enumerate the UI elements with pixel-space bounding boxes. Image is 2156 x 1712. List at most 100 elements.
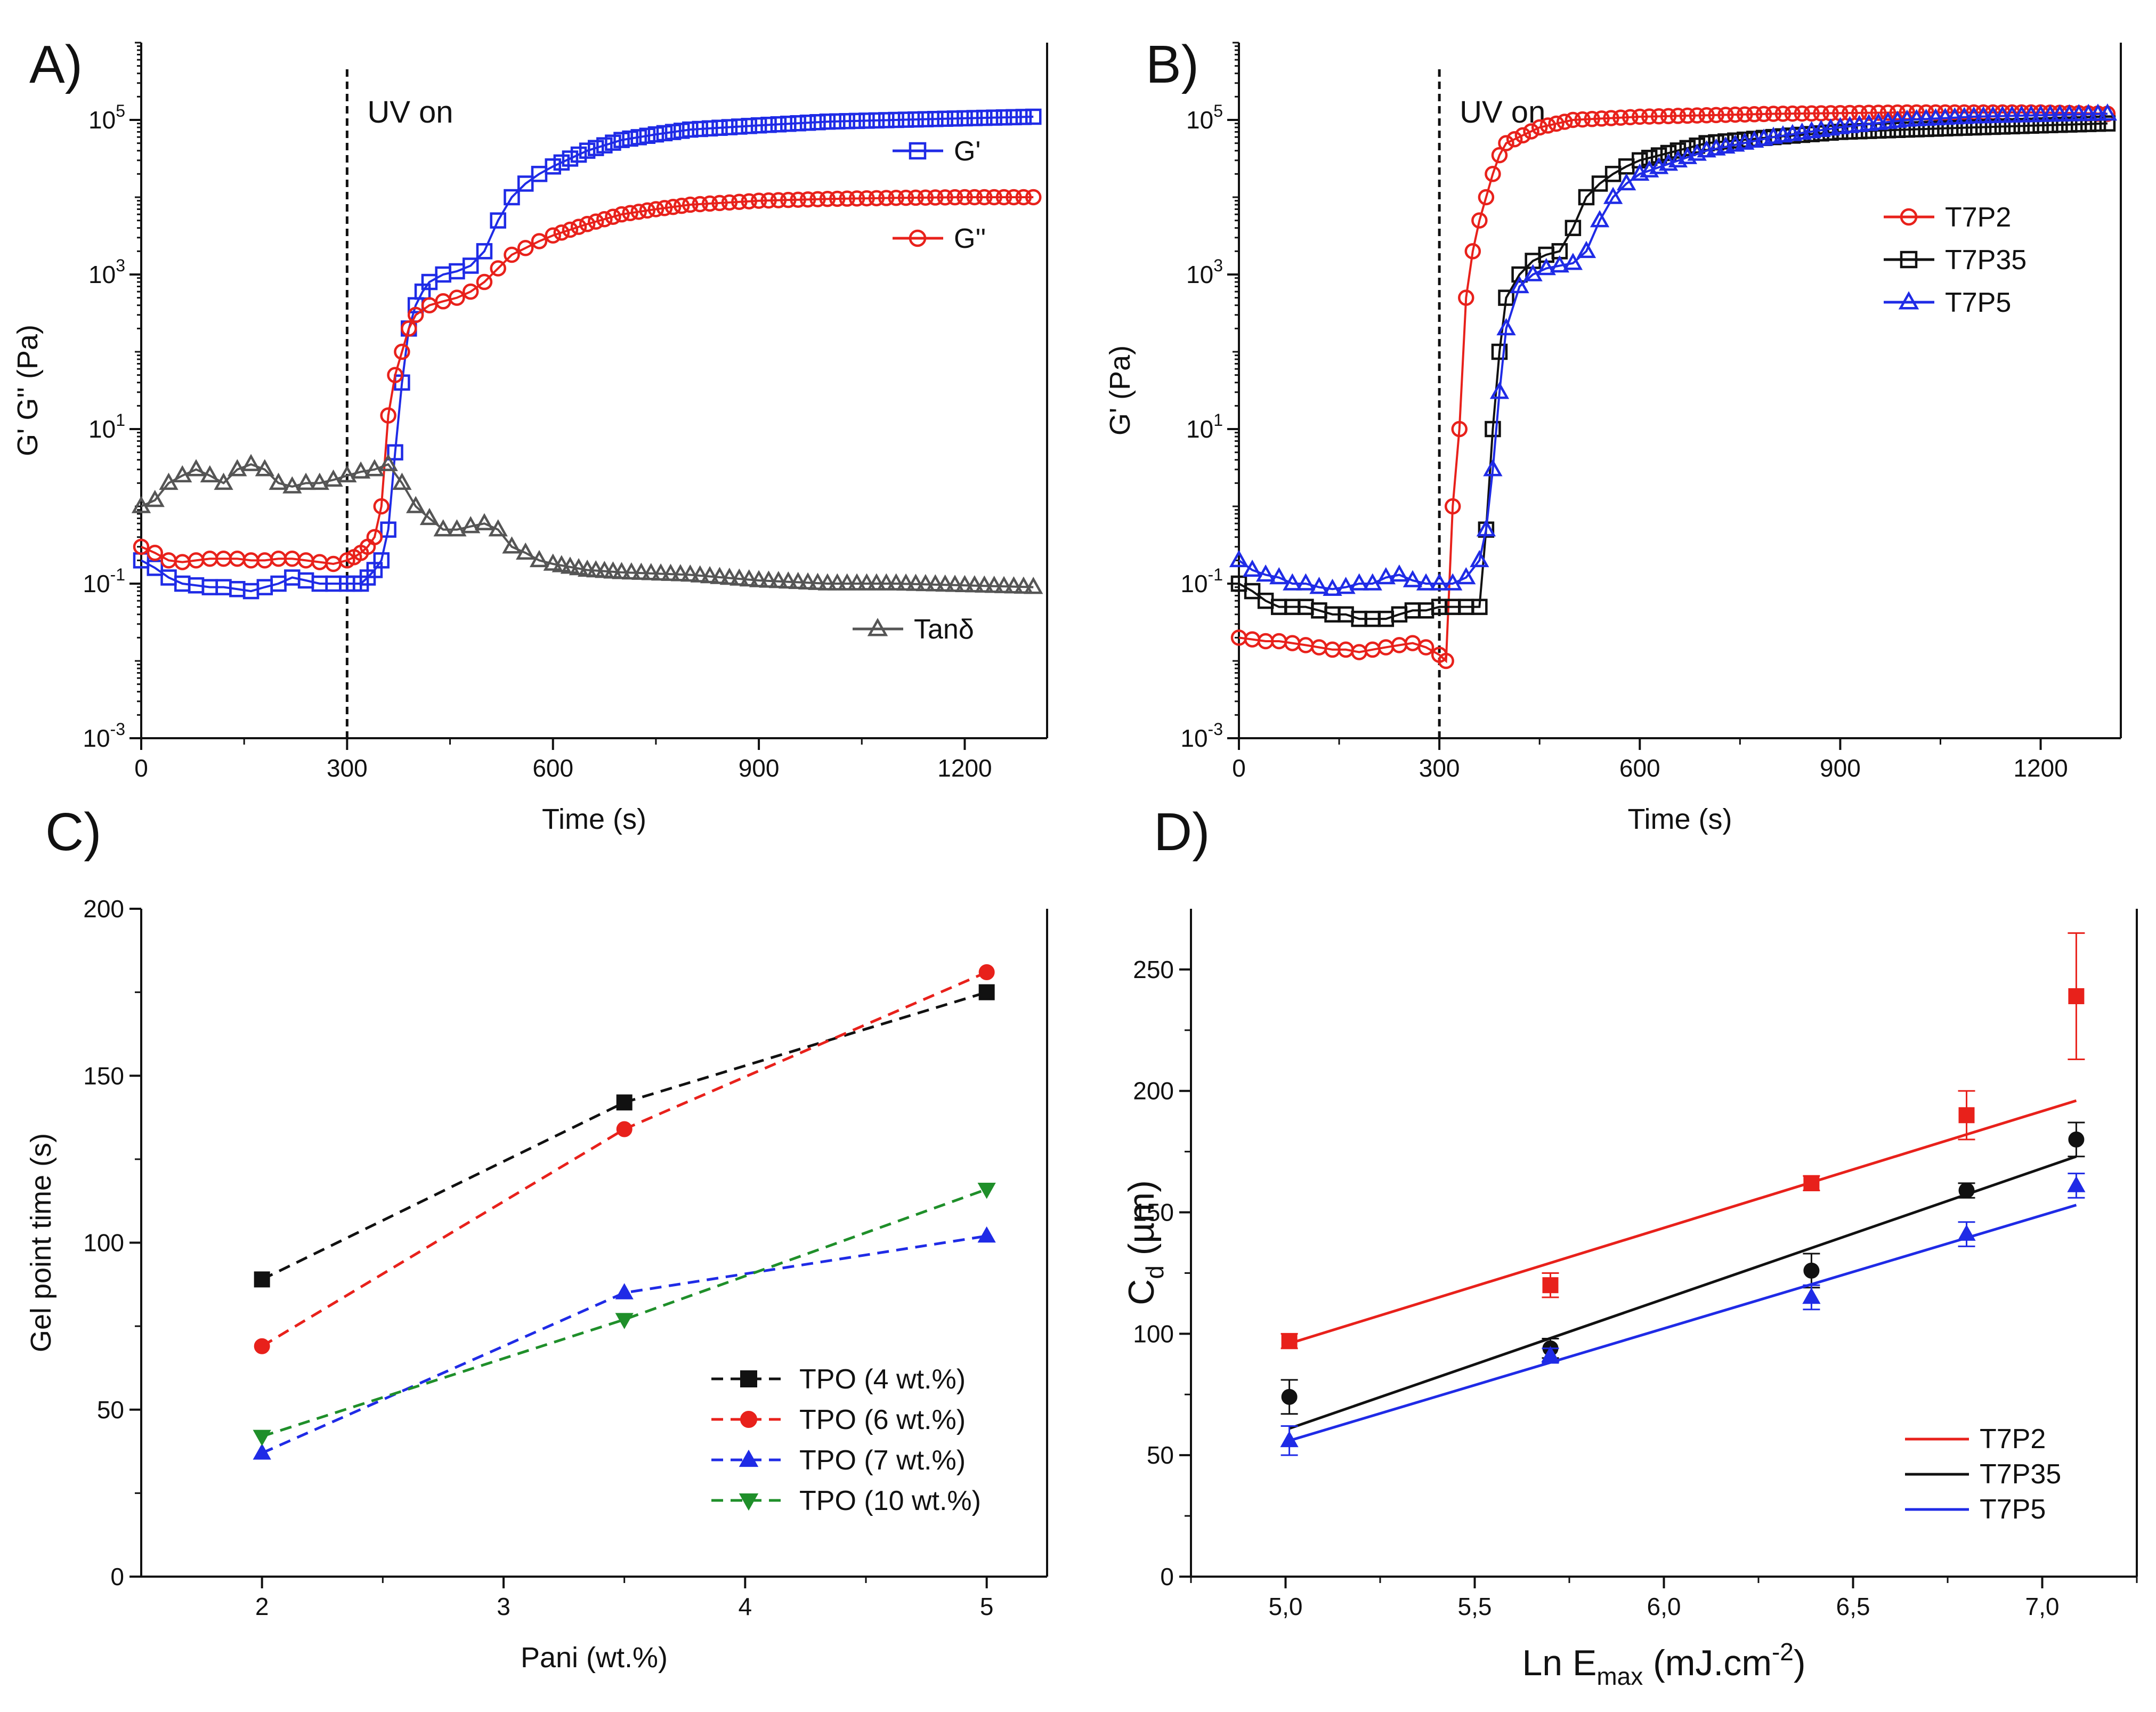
data-point [380,407,396,424]
data-point [2061,116,2078,133]
legend-label: T7P35 [1945,245,2027,276]
data-point [897,189,914,206]
data-point [394,343,410,360]
data-point [690,565,710,583]
series-1 [254,964,995,1354]
data-point [641,563,661,580]
legend-label: TPO (10 wt.%) [799,1485,981,1516]
data-point [488,519,508,537]
data-point [1975,119,1992,135]
legend-item-2: T7P5 [1905,1494,2046,1525]
y-tick-label: 50 [97,1396,124,1424]
y-axis-title: Gel point time (s) [25,1133,57,1352]
data-point [380,521,396,538]
data-point [1444,498,1461,515]
data-point [701,120,718,137]
data-point [587,213,604,230]
data-point [839,190,855,207]
data-point [770,116,787,133]
y-tick-label: 10-3 [1180,720,1223,752]
data-point [476,273,493,290]
data-point [719,567,740,585]
data-point [2012,105,2031,123]
data-point [1229,550,1249,568]
data-point [253,1430,271,1447]
data-point [1429,573,1449,591]
data-point [1491,343,1508,360]
data-point [1376,567,1396,585]
data-point [1456,567,1476,585]
series-0 [254,984,995,1288]
y-tick-label: 101 [1186,410,1223,443]
data-point [1994,118,2011,135]
legend-item-1: G'' [893,223,986,254]
data-point [462,283,479,300]
y-tick-label: 250 [1133,956,1174,983]
data-point [562,150,579,167]
data-point [1523,123,1539,140]
panel-label: C) [45,802,102,862]
x-tick-label: 5,0 [1269,1593,1303,1620]
data-point [857,573,877,591]
data-point [819,113,836,130]
data-point [730,568,749,586]
data-point [701,195,718,212]
series-line [141,115,1034,593]
data-point [1281,1388,1298,1405]
data-point [1363,573,1382,591]
data-point [935,574,955,592]
data-point [673,197,690,214]
legend-item-0: G' [893,136,980,167]
data-point [1973,106,1993,124]
data-point [1443,573,1463,591]
data-point [1983,106,2003,123]
legend-item-1: TPO (6 wt.%) [711,1404,966,1435]
data-point [621,562,642,580]
data-point [186,459,206,477]
x-tick-label: 900 [739,754,780,782]
data-point [647,126,664,143]
legend-item-0: T7P2 [1884,202,2011,233]
y-tick-label: 200 [1133,1077,1174,1105]
data-point [927,189,944,206]
data-point [664,124,682,140]
data-point [253,1443,271,1460]
data-point [228,459,247,477]
legend-marker [1900,251,1918,269]
data-point [896,573,916,591]
data-point [828,573,847,591]
data-point [504,246,520,263]
data-point [1006,189,1022,206]
data-point [760,116,777,133]
data-point [631,562,651,580]
data-point [145,489,165,507]
data-point [1918,120,1934,138]
data-point [1746,106,1763,123]
data-point [159,472,179,490]
data-point [741,118,757,134]
x-axis-title: Time (s) [542,803,646,835]
data-point [866,573,887,591]
data-point [502,536,522,554]
data-point [605,208,621,225]
series-1 [1230,115,2116,627]
series-line [1238,111,2108,664]
panel-label: D) [1154,802,1210,862]
data-point [2004,118,2021,135]
data-point [2097,103,2118,121]
data-point [1660,108,1677,125]
y-tick-label: 101 [88,410,125,443]
data-point [808,572,828,590]
data-point [1879,104,1896,121]
y-tick-label: 150 [1133,1199,1174,1226]
data-point [401,320,417,337]
x-tick-label: 5 [980,1593,994,1620]
data-point [1937,120,1954,137]
data-point [2099,115,2116,132]
series-line [1238,112,2108,591]
y-tick-label: 105 [88,101,125,134]
data-point [131,496,151,513]
data-point [1296,573,1316,591]
data-point [615,1313,634,1329]
x-tick-label: 7,0 [2025,1593,2060,1620]
